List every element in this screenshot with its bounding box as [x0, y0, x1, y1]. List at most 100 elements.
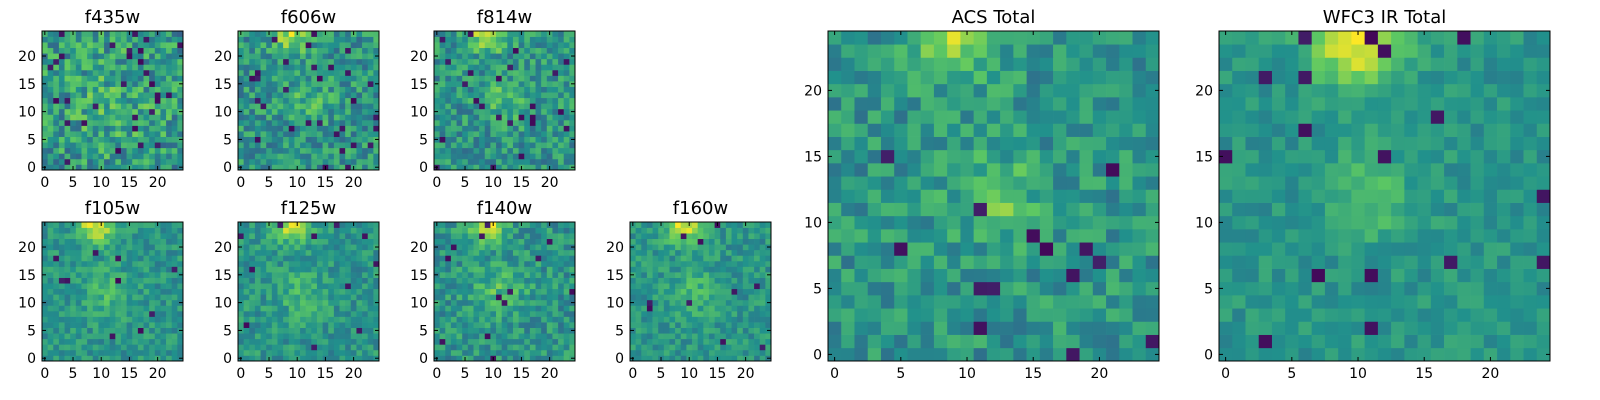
- heatmap-cell: [283, 103, 290, 110]
- heatmap-cell: [47, 227, 54, 234]
- heatmap-cell: [907, 347, 922, 362]
- heatmap-cell: [725, 294, 732, 301]
- heatmap-cell: [1132, 229, 1147, 243]
- heatmap-cell: [98, 272, 105, 278]
- heatmap-cell: [507, 266, 514, 273]
- heatmap-cell: [294, 64, 301, 71]
- heatmap-cell: [277, 316, 284, 323]
- heatmap-cell: [947, 242, 961, 256]
- heatmap-cell: [501, 114, 508, 121]
- heatmap-cell: [47, 238, 54, 245]
- heatmap-cell: [720, 249, 727, 256]
- heatmap-cell: [166, 349, 173, 356]
- heatmap-cell: [109, 349, 116, 356]
- heatmap-cell: [311, 114, 318, 121]
- x-tick-label: 0: [628, 366, 637, 382]
- heatmap-cell: [714, 233, 721, 240]
- heatmap-cell: [126, 238, 133, 245]
- heatmap-cell: [680, 238, 687, 245]
- heatmap-cell: [697, 244, 704, 251]
- heatmap-cell: [1145, 281, 1160, 296]
- heatmap-cell: [277, 238, 284, 245]
- heatmap-cell: [249, 69, 256, 76]
- heatmap-cell: [680, 249, 687, 256]
- heatmap-cell: [445, 131, 452, 137]
- heatmap-cell: [64, 305, 71, 312]
- heatmap-cell: [311, 86, 318, 93]
- heatmap-cell: [328, 310, 335, 317]
- heatmap-cell: [115, 338, 122, 345]
- heatmap-cell: [841, 149, 855, 164]
- heatmap-cell: [445, 338, 452, 345]
- heatmap-cell: [518, 131, 525, 137]
- heatmap-cell: [92, 299, 99, 306]
- heatmap-cell: [686, 322, 693, 328]
- heatmap-cell: [1000, 255, 1014, 269]
- heatmap-cell: [143, 227, 150, 234]
- heatmap-cell: [166, 305, 173, 312]
- heatmap-cell: [109, 338, 116, 345]
- heatmap-cell: [496, 31, 503, 37]
- heatmap-cell: [496, 97, 503, 104]
- heatmap-cell: [109, 119, 116, 126]
- heatmap-cell: [546, 69, 553, 76]
- heatmap-cell: [1119, 334, 1133, 349]
- heatmap-cell: [166, 288, 173, 295]
- heatmap-cell: [53, 316, 60, 323]
- heatmap-cell: [535, 322, 542, 328]
- x-tick-label: 5: [69, 366, 78, 382]
- heatmap-cell: [333, 288, 340, 295]
- heatmap-cell: [467, 255, 474, 262]
- heatmap-cell: [328, 344, 335, 351]
- heatmap-cell: [115, 69, 122, 76]
- heatmap-cell: [288, 255, 295, 262]
- heatmap-cell: [450, 333, 457, 340]
- heatmap-cell: [630, 294, 636, 301]
- heatmap-cell: [277, 53, 284, 60]
- heatmap-cell: [720, 327, 727, 334]
- heatmap-cell: [75, 355, 82, 362]
- heatmap-cell: [529, 158, 536, 165]
- heatmap-cell: [652, 349, 659, 356]
- heatmap-cell: [558, 147, 565, 154]
- heatmap-cell: [70, 58, 77, 65]
- heatmap-cell: [345, 277, 352, 284]
- heatmap-cell: [283, 355, 290, 362]
- heatmap-cell: [635, 288, 642, 295]
- heatmap-cell: [249, 227, 256, 234]
- heatmap-cell: [104, 36, 111, 43]
- heatmap-cell: [42, 288, 48, 295]
- heatmap-cell: [243, 338, 250, 345]
- heatmap-cell: [283, 147, 290, 154]
- heatmap-cell: [501, 255, 508, 262]
- heatmap-cell: [249, 158, 256, 165]
- heatmap-cell: [1132, 308, 1147, 322]
- heatmap-cell: [288, 164, 295, 171]
- heatmap-cell: [635, 222, 642, 228]
- heatmap-cell: [154, 47, 161, 54]
- heatmap-cell: [120, 119, 127, 126]
- heatmap-cell: [249, 147, 256, 154]
- heatmap-cell: [160, 305, 167, 312]
- heatmap-cell: [496, 103, 503, 110]
- heatmap-cell: [328, 266, 335, 273]
- heatmap-cell: [87, 158, 94, 165]
- heatmap-cell: [569, 277, 576, 284]
- x-tick-label: 15: [513, 366, 531, 382]
- heatmap-cell: [266, 272, 273, 278]
- heatmap-cell: [635, 266, 642, 273]
- heatmap-cell: [288, 277, 295, 284]
- heatmap-cell: [115, 86, 122, 93]
- heatmap-cell: [1145, 242, 1160, 256]
- heatmap-cell: [356, 164, 363, 171]
- heatmap-cell: [445, 266, 452, 273]
- heatmap-cell: [260, 349, 267, 356]
- heatmap-cell: [243, 227, 250, 234]
- heatmap-cell: [260, 47, 267, 54]
- heatmap-cell: [479, 227, 486, 234]
- heatmap-cell: [260, 58, 267, 65]
- heatmap-cell: [692, 349, 699, 356]
- heatmap-cell: [171, 349, 178, 356]
- heatmap-cell: [328, 158, 335, 165]
- heatmap-cell: [986, 163, 1001, 177]
